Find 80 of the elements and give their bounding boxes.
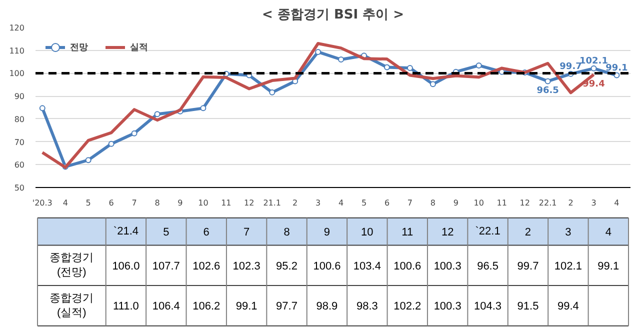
y-tick-label: 120 <box>9 24 25 32</box>
text: 8 <box>284 226 290 239</box>
y-tick-label: 50 <box>14 184 25 192</box>
text: 102.2 <box>394 300 422 313</box>
x-tick-label: 7 <box>132 198 137 208</box>
x-tick-label: 6 <box>108 198 114 208</box>
text: 9 <box>324 226 330 239</box>
x-tick-label: 9 <box>178 198 183 208</box>
x-tick-label: 5 <box>86 198 91 208</box>
x-tick-label: 3 <box>591 198 596 208</box>
text: 3 <box>565 226 572 239</box>
text: 107.7 <box>152 260 180 272</box>
x-tick-label: 22.1 <box>538 198 557 208</box>
text: 6 <box>203 226 210 239</box>
data-label: 96.5 <box>536 86 559 96</box>
text: 7 <box>244 226 250 239</box>
legend-label: 실적 <box>130 42 149 54</box>
text: 104.3 <box>474 300 502 313</box>
y-tick-label: 60 <box>14 160 25 170</box>
text: 99.1 <box>598 260 620 272</box>
text: 95.2 <box>276 260 298 272</box>
y-tick-label: 110 <box>9 46 25 56</box>
x-tick-label: 21.1 <box>263 198 282 208</box>
text: 100.6 <box>313 260 341 272</box>
text: 5 <box>163 226 170 239</box>
text: 100.6 <box>394 260 422 272</box>
text: 98.3 <box>356 300 378 313</box>
text: 10 <box>361 226 374 239</box>
text: 102.1 <box>554 260 582 272</box>
x-tick-label: 11 <box>221 198 232 208</box>
text: 99.4 <box>557 300 579 313</box>
text: 11 <box>402 226 414 239</box>
text: 106.0 <box>112 260 140 272</box>
text: 종합경기 (실적) <box>50 292 94 319</box>
text: 102.3 <box>232 260 260 272</box>
text: 2 <box>524 226 532 239</box>
x-tick-label: 7 <box>407 198 413 208</box>
x-tick-label: 8 <box>430 198 436 208</box>
x-tick-label: 4 <box>62 198 68 208</box>
x-tick-label: 10 <box>474 198 484 208</box>
data-label: 99.7 <box>560 62 582 72</box>
y-tick-label: 70 <box>14 138 25 147</box>
x-tick-label: 2 <box>292 198 298 208</box>
text: 100.3 <box>434 260 462 272</box>
x-tick-label: '20.3 <box>32 198 52 208</box>
text: 91.5 <box>517 300 539 313</box>
x-tick-label: 9 <box>453 198 458 208</box>
data-label: 99.1 <box>606 63 628 74</box>
text: 종합경기 (전망) <box>50 252 94 279</box>
text: 97.7 <box>276 300 298 313</box>
text: 98.9 <box>316 300 338 313</box>
x-tick-label: 8 <box>154 198 160 208</box>
text: `22.1 <box>475 226 500 238</box>
y-tick-label: 90 <box>14 92 25 102</box>
x-tick-label: 3 <box>316 198 321 208</box>
text: `21.4 <box>113 226 138 238</box>
text: 102.6 <box>192 260 220 272</box>
x-tick-label: 4 <box>614 198 620 208</box>
y-tick-label: 100 <box>9 69 25 78</box>
x-tick-label: 6 <box>384 198 390 208</box>
text: 106.4 <box>152 300 180 313</box>
x-tick-label: 12 <box>244 198 254 208</box>
text: 99.1 <box>236 300 258 313</box>
x-tick-label: 2 <box>568 198 574 208</box>
x-tick-label: 4 <box>338 198 344 208</box>
text: 96.5 <box>477 260 498 272</box>
text: 4 <box>605 226 612 239</box>
x-tick-label: 10 <box>198 198 208 208</box>
text: 103.4 <box>353 260 381 272</box>
legend-label: 전망 <box>70 42 89 54</box>
text: 12 <box>441 226 454 239</box>
y-tick-label: 80 <box>14 114 25 124</box>
text: 99.7 <box>517 260 539 272</box>
text: 111.0 <box>113 300 139 313</box>
x-tick-label: 12 <box>520 198 530 208</box>
text: 100.3 <box>434 300 462 313</box>
text: 106.2 <box>192 300 220 313</box>
x-tick-label: 5 <box>361 198 367 208</box>
x-tick-label: 11 <box>496 198 507 208</box>
chart-title: < 종합경기 BSI 추이 > <box>262 8 404 22</box>
